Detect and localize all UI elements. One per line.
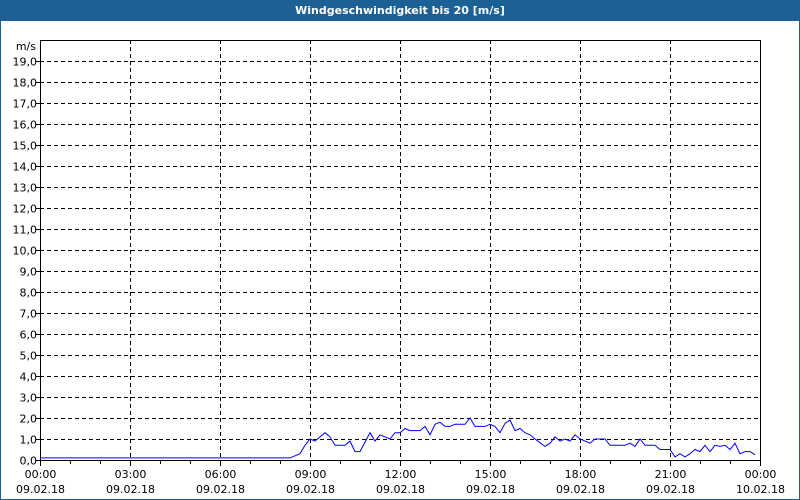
y-tick-label: 17,0 (13, 98, 38, 111)
x-tick-time: 21:00 (655, 468, 687, 481)
x-tick-time: 12:00 (385, 468, 417, 481)
x-tick-time: 18:00 (565, 468, 597, 481)
x-tick-date: 09.02.18 (646, 483, 695, 496)
y-tick-label: 9,0 (20, 266, 38, 279)
x-tick-date: 09.02.18 (376, 483, 425, 496)
y-tick-label: 5,0 (20, 350, 38, 363)
x-tick-time: 06:00 (205, 468, 237, 481)
x-tick-date: 09.02.18 (556, 483, 605, 496)
y-tick-label: 6,0 (20, 329, 38, 342)
y-tick-label: 15,0 (13, 140, 38, 153)
series-line (40, 417, 756, 459)
y-tick-label: 8,0 (20, 287, 38, 300)
x-tick-time: 03:00 (115, 468, 147, 481)
x-tick-time: 15:00 (475, 468, 507, 481)
y-tick-label: 16,0 (13, 119, 38, 132)
x-tick-date: 10.02.18 (736, 483, 785, 496)
y-axis-unit: m/s (16, 40, 36, 53)
x-tick-date: 09.02.18 (466, 483, 515, 496)
y-tick-label: 12,0 (13, 203, 38, 216)
y-tick-label: 14,0 (13, 161, 38, 174)
x-tick-time: 00:00 (25, 468, 57, 481)
y-tick-label: 1,0 (20, 434, 38, 447)
y-tick-label: 10,0 (13, 245, 38, 258)
y-tick-label: 2,0 (20, 413, 38, 426)
y-tick-label: 3,0 (20, 392, 38, 405)
y-tick-label: 13,0 (13, 182, 38, 195)
x-tick-date: 09.02.18 (196, 483, 245, 496)
y-tick-label: 4,0 (20, 371, 38, 384)
y-tick-label: 7,0 (20, 308, 38, 321)
y-tick-label: 18,0 (13, 77, 38, 90)
x-tick-date: 09.02.18 (106, 483, 155, 496)
x-tick-date: 09.02.18 (16, 483, 65, 496)
plot-area-border (40, 40, 761, 461)
x-tick-time: 09:00 (295, 468, 327, 481)
chart-title: Windgeschwindigkeit bis 20 [m/s] (0, 0, 800, 21)
y-tick-label: 11,0 (13, 224, 38, 237)
y-tick-label: 0,0 (20, 455, 38, 468)
y-tick-label: 19,0 (13, 56, 38, 69)
x-tick-time: 00:00 (745, 468, 777, 481)
x-tick-date: 09.02.18 (286, 483, 335, 496)
